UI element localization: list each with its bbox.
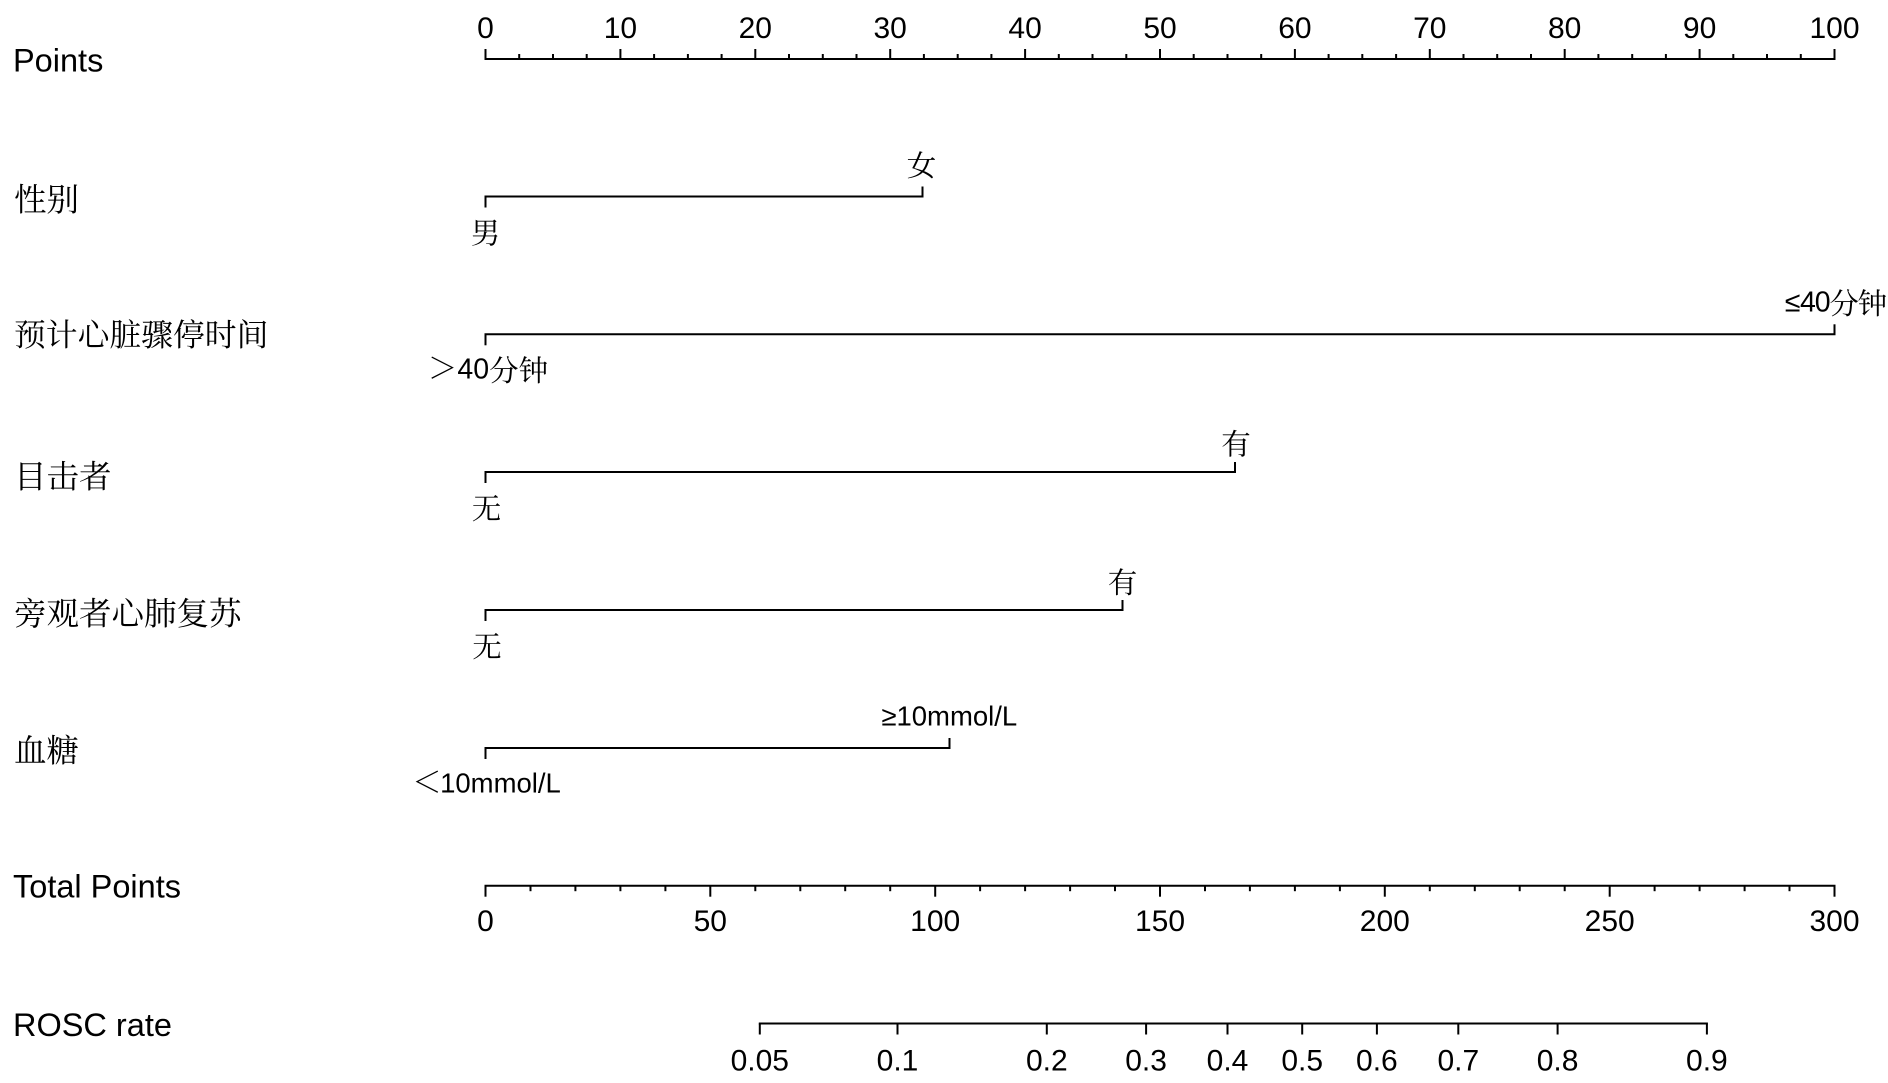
svg-text:20: 20: [739, 12, 772, 45]
svg-text:旁观者心肺复苏: 旁观者心肺复苏: [14, 589, 242, 635]
svg-text:性别: 性别: [14, 175, 79, 221]
svg-text:80: 80: [1548, 12, 1581, 45]
svg-text:Points: Points: [13, 43, 103, 79]
svg-text:50: 50: [694, 905, 727, 938]
svg-text:70: 70: [1413, 12, 1446, 45]
svg-text:0.2: 0.2: [1026, 1044, 1068, 1077]
svg-text:0.6: 0.6: [1356, 1044, 1398, 1077]
svg-text:有: 有: [1108, 560, 1138, 602]
svg-text:30: 30: [874, 12, 907, 45]
svg-text:≤: ≤: [1785, 287, 1801, 319]
svg-text:血糖: 血糖: [14, 726, 79, 772]
svg-text:0.8: 0.8: [1537, 1044, 1579, 1077]
svg-text:≥10mmol/L: ≥10mmol/L: [881, 701, 1017, 732]
svg-text:50: 50: [1143, 12, 1176, 45]
svg-text:＞40分钟: ＞40分钟: [428, 345, 548, 390]
svg-text:男: 男: [471, 211, 501, 253]
svg-text:0.9: 0.9: [1686, 1044, 1728, 1077]
svg-text:250: 250: [1585, 905, 1635, 938]
svg-text:0: 0: [477, 12, 494, 45]
svg-text:0.5: 0.5: [1281, 1044, 1323, 1077]
svg-text:＜: ＜: [412, 760, 442, 802]
svg-text:0.3: 0.3: [1125, 1044, 1167, 1077]
svg-text:200: 200: [1360, 905, 1410, 938]
svg-text:100: 100: [910, 905, 960, 938]
svg-text:10: 10: [604, 12, 637, 45]
svg-text:女: 女: [907, 143, 937, 185]
svg-text:预计心脏骤停时间: 预计心脏骤停时间: [14, 310, 268, 356]
svg-text:0.4: 0.4: [1207, 1044, 1249, 1077]
svg-text:0.7: 0.7: [1437, 1044, 1479, 1077]
svg-text:60: 60: [1278, 12, 1311, 45]
svg-text:0.05: 0.05: [731, 1044, 789, 1077]
svg-text:0.1: 0.1: [877, 1044, 919, 1077]
svg-text:40: 40: [1008, 12, 1041, 45]
svg-text:无: 无: [472, 486, 502, 528]
svg-text:10mmol/L: 10mmol/L: [440, 768, 561, 799]
svg-text:Total Points: Total Points: [13, 869, 181, 905]
svg-text:300: 300: [1809, 905, 1859, 938]
svg-text:40分钟: 40分钟: [1800, 281, 1887, 323]
svg-text:90: 90: [1683, 12, 1716, 45]
svg-text:目击者: 目击者: [14, 452, 112, 498]
svg-text:有: 有: [1221, 422, 1251, 464]
svg-text:100: 100: [1809, 12, 1859, 45]
svg-text:0: 0: [477, 905, 494, 938]
svg-text:无: 无: [472, 624, 502, 666]
svg-text:ROSC rate: ROSC rate: [13, 1007, 172, 1043]
svg-text:150: 150: [1135, 905, 1185, 938]
